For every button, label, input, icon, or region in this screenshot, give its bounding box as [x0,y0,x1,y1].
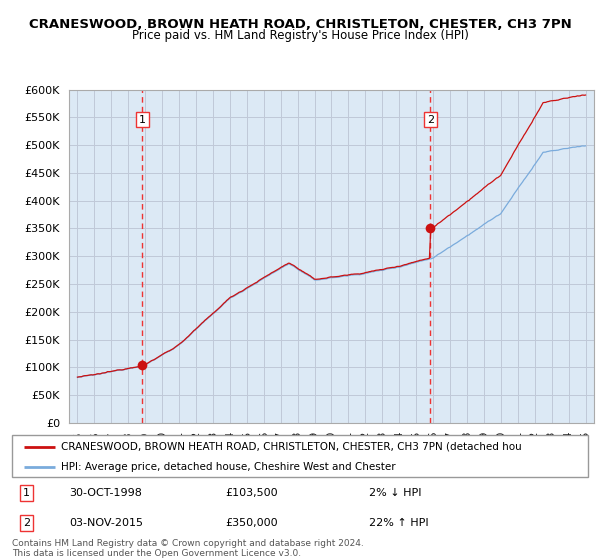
Text: 22% ↑ HPI: 22% ↑ HPI [369,518,429,528]
Text: 1: 1 [23,488,30,498]
Text: 1: 1 [139,115,146,124]
Text: £103,500: £103,500 [225,488,278,498]
Text: HPI: Average price, detached house, Cheshire West and Chester: HPI: Average price, detached house, Ches… [61,461,395,472]
Text: CRANESWOOD, BROWN HEATH ROAD, CHRISTLETON, CHESTER, CH3 7PN: CRANESWOOD, BROWN HEATH ROAD, CHRISTLETO… [29,18,571,31]
Text: Contains HM Land Registry data © Crown copyright and database right 2024.
This d: Contains HM Land Registry data © Crown c… [12,539,364,558]
Text: 03-NOV-2015: 03-NOV-2015 [70,518,143,528]
Text: Price paid vs. HM Land Registry's House Price Index (HPI): Price paid vs. HM Land Registry's House … [131,29,469,42]
Text: 2: 2 [427,115,434,124]
Text: 2% ↓ HPI: 2% ↓ HPI [369,488,422,498]
Text: 2: 2 [23,518,30,528]
Text: £350,000: £350,000 [225,518,278,528]
Text: CRANESWOOD, BROWN HEATH ROAD, CHRISTLETON, CHESTER, CH3 7PN (detached hou: CRANESWOOD, BROWN HEATH ROAD, CHRISTLETO… [61,442,522,452]
Text: 30-OCT-1998: 30-OCT-1998 [70,488,142,498]
